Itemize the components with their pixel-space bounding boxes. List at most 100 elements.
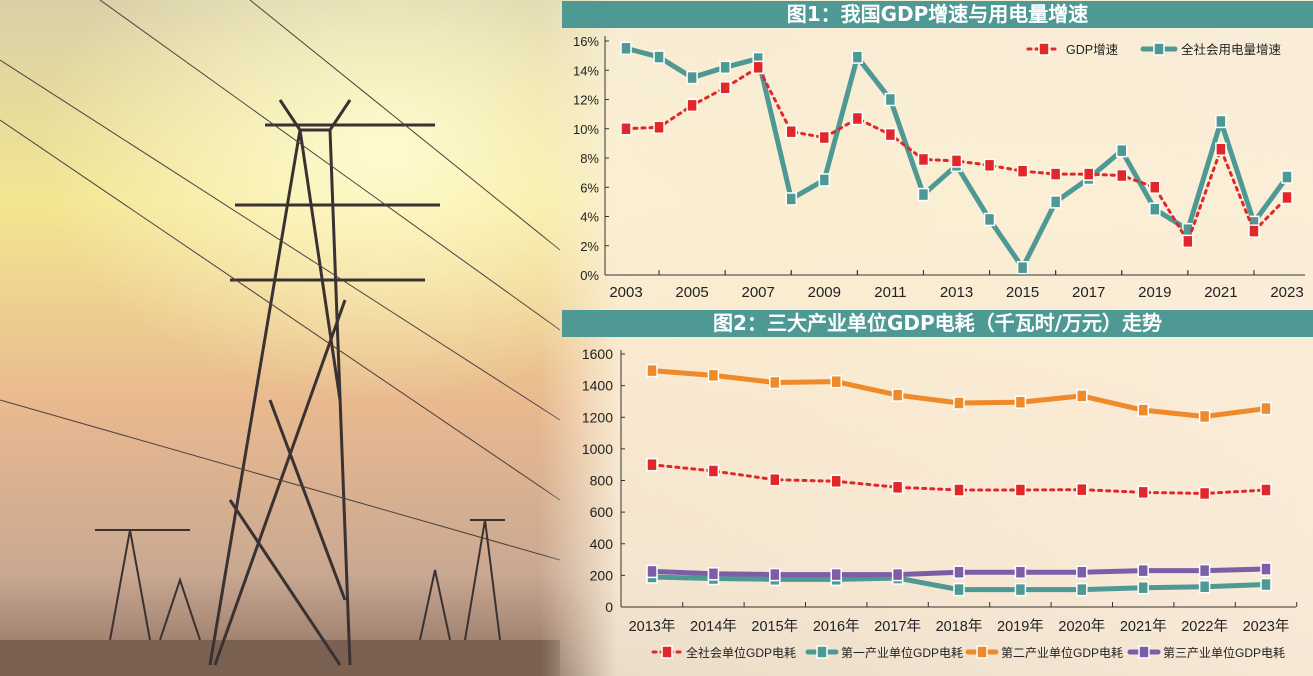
data-point (1137, 403, 1149, 417)
data-point (1260, 483, 1272, 497)
data-point (1137, 485, 1149, 500)
data-point (769, 472, 781, 487)
y-tick-label: 1400 (582, 378, 613, 394)
x-tick-label: 2009 (808, 284, 841, 301)
x-tick-label: 2020年 (1058, 618, 1105, 635)
data-point (891, 480, 904, 495)
chart1-title: 图1：我国GDP增速与用电量增速 (562, 1, 1313, 28)
data-point (884, 92, 897, 107)
legend-label: 第一产业单位GDP电耗 (841, 645, 963, 660)
data-point (1137, 563, 1149, 578)
data-point (707, 368, 720, 383)
data-point (653, 50, 665, 64)
data-point (1198, 580, 1211, 594)
data-point (1049, 167, 1062, 181)
data-point (953, 483, 965, 497)
x-tick-label: 2017 (1072, 284, 1105, 301)
data-point (769, 567, 781, 582)
data-point (1014, 582, 1027, 597)
x-tick-label: 2023年 (1243, 618, 1290, 635)
data-point (646, 564, 658, 579)
data-point (1198, 563, 1211, 578)
data-point (1260, 562, 1272, 576)
x-tick-label: 2019年 (997, 618, 1044, 635)
data-point (1281, 170, 1293, 184)
x-tick-label: 2014年 (690, 618, 737, 635)
data-point (1076, 482, 1088, 497)
data-point (769, 375, 781, 390)
data-point (884, 127, 897, 142)
y-tick-label: 1000 (582, 441, 613, 457)
legend-label: 第二产业单位GDP电耗 (1001, 645, 1123, 660)
data-point (707, 464, 720, 478)
y-tick-label: 1600 (582, 346, 613, 362)
y-tick-label: 200 (590, 567, 614, 583)
data-point (1014, 483, 1027, 497)
data-point (1149, 202, 1161, 216)
x-tick-label: 2023 (1270, 284, 1303, 301)
data-point (1215, 114, 1227, 129)
x-tick-label: 2015 (1006, 284, 1039, 301)
data-point (1016, 260, 1029, 275)
x-tick-label: 2019 (1138, 284, 1171, 301)
data-point (752, 60, 764, 75)
y-tick-label: 800 (590, 473, 614, 489)
data-point (1016, 164, 1029, 178)
legend-marker (661, 645, 673, 659)
y-tick-label: 10% (573, 122, 599, 137)
y-tick-label: 1200 (582, 409, 613, 425)
x-tick-label: 2007 (742, 284, 775, 301)
data-point (830, 374, 842, 389)
y-tick-label: 14% (573, 63, 599, 78)
legend-label: GDP增速 (1066, 42, 1119, 57)
data-point (686, 98, 698, 113)
legend-marker (816, 645, 828, 659)
data-point (1281, 190, 1293, 205)
y-tick-label: 0 (605, 599, 613, 615)
data-point (1049, 195, 1062, 209)
data-point (891, 388, 904, 402)
x-tick-label: 2022年 (1181, 618, 1228, 635)
legend-marker (1153, 42, 1165, 56)
data-point (983, 158, 996, 173)
data-point (851, 50, 864, 64)
legend-label: 全社会用电量增速 (1181, 42, 1282, 57)
data-point (719, 81, 731, 95)
data-point (646, 363, 658, 378)
transmission-tower-icon (0, 0, 561, 666)
y-tick-label: 16% (573, 34, 599, 49)
x-tick-label: 2021年 (1120, 618, 1167, 635)
legend-marker (1038, 42, 1050, 56)
data-point (1248, 224, 1260, 238)
data-point (1260, 577, 1272, 592)
y-tick-label: 600 (590, 504, 614, 520)
data-point (1116, 168, 1128, 183)
data-point (1215, 142, 1227, 156)
data-point (646, 457, 658, 472)
y-tick-label: 0% (580, 268, 599, 283)
data-point (1082, 167, 1095, 181)
data-point (1076, 565, 1088, 579)
x-tick-label: 2021 (1204, 284, 1237, 301)
data-point (1014, 395, 1027, 409)
data-point (1198, 409, 1211, 424)
data-point (1182, 234, 1194, 249)
data-point (686, 70, 698, 85)
data-point (620, 41, 632, 56)
data-point (1137, 580, 1149, 595)
data-point (1076, 582, 1088, 597)
x-tick-label: 2003 (609, 284, 642, 301)
x-tick-label: 2005 (675, 284, 708, 301)
data-point (1014, 565, 1027, 579)
x-tick-label: 2018年 (936, 618, 983, 635)
legend-marker (976, 645, 988, 659)
y-tick-label: 8% (580, 151, 599, 166)
data-point (917, 187, 930, 202)
y-tick-label: 400 (590, 536, 614, 552)
y-tick-label: 6% (580, 180, 599, 195)
x-tick-label: 2016年 (813, 618, 860, 635)
data-point (1116, 143, 1128, 158)
